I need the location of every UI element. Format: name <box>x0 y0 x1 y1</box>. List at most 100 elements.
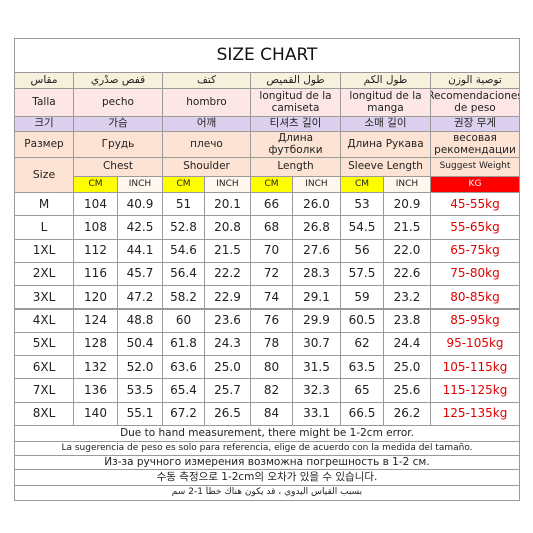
measure-cell: 65 <box>340 378 384 403</box>
measure-cell: 25.6 <box>383 378 431 403</box>
group-header: Sleeve Length <box>340 157 431 177</box>
measure-cell: 57.5 <box>340 261 384 287</box>
translation-cell: весовая рекомендации <box>430 131 520 158</box>
translation-cell: longitud de la camiseta <box>250 88 341 117</box>
unit-header: INCH <box>383 176 431 193</box>
unit-header: CM <box>73 176 118 193</box>
size-cell: 4XL <box>14 308 74 333</box>
measure-cell: 61.8 <box>162 331 205 357</box>
measure-cell: 28.3 <box>292 261 341 287</box>
translation-cell: مقاس <box>14 72 74 89</box>
measure-cell: 29.9 <box>292 308 341 333</box>
measure-cell: 65.4 <box>162 378 205 403</box>
measure-cell: 33.1 <box>292 401 341 426</box>
measure-cell: 20.1 <box>204 192 251 217</box>
measure-cell: 136 <box>73 378 118 403</box>
translation-cell: 권장 무게 <box>430 116 520 132</box>
translation-cell: توصية الوزن <box>430 72 520 89</box>
translation-cell: Размер <box>14 131 74 158</box>
translation-cell: طول الكم <box>340 72 431 89</box>
note: Due to hand measurement, there might be … <box>14 425 520 442</box>
unit-header: INCH <box>117 176 163 193</box>
translation-cell: Грудь <box>73 131 163 158</box>
measure-cell: 42.5 <box>117 215 163 240</box>
translation-cell: Длина футболки <box>250 131 341 158</box>
measure-cell: 53 <box>340 192 384 217</box>
measure-cell: 63.6 <box>162 355 205 380</box>
measure-cell: 116 <box>73 261 118 287</box>
group-header: Chest <box>73 157 163 177</box>
size-cell: 3XL <box>14 285 74 310</box>
translation-cell: pecho <box>73 88 163 117</box>
weight-cell: 95-105kg <box>430 331 520 357</box>
measure-cell: 25.7 <box>204 378 251 403</box>
measure-cell: 52.8 <box>162 215 205 240</box>
weight-cell: 45-55kg <box>430 192 520 217</box>
translation-cell: Talla <box>14 88 74 117</box>
measure-cell: 67.2 <box>162 401 205 426</box>
measure-cell: 56.4 <box>162 261 205 287</box>
measure-cell: 68 <box>250 215 293 240</box>
measure-cell: 78 <box>250 331 293 357</box>
measure-cell: 27.6 <box>292 238 341 263</box>
weight-cell: 85-95kg <box>430 308 520 333</box>
chart-title: SIZE CHART <box>14 38 520 73</box>
measure-cell: 26.8 <box>292 215 341 240</box>
measure-cell: 26.0 <box>292 192 341 217</box>
measure-cell: 21.5 <box>204 238 251 263</box>
measure-cell: 44.1 <box>117 238 163 263</box>
translation-cell: 티셔츠 길이 <box>250 116 341 132</box>
translation-cell: 가슴 <box>73 116 163 132</box>
measure-cell: 60 <box>162 308 205 333</box>
unit-header: CM <box>162 176 205 193</box>
measure-cell: 76 <box>250 308 293 333</box>
translation-cell: 어깨 <box>162 116 251 132</box>
size-cell: 6XL <box>14 355 74 380</box>
measure-cell: 25.0 <box>383 355 431 380</box>
measure-cell: 22.6 <box>383 261 431 287</box>
measure-cell: 21.5 <box>383 215 431 240</box>
measure-cell: 31.5 <box>292 355 341 380</box>
weight-cell: 55-65kg <box>430 215 520 240</box>
size-cell: 8XL <box>14 401 74 426</box>
measure-cell: 60.5 <box>340 308 384 333</box>
measure-cell: 45.7 <box>117 261 163 287</box>
measure-cell: 22.0 <box>383 238 431 263</box>
note: La sugerencia de peso es solo para refer… <box>14 441 520 456</box>
translation-cell: 크기 <box>14 116 74 132</box>
size-cell: 5XL <box>14 331 74 357</box>
size-cell: M <box>14 192 74 217</box>
measure-cell: 74 <box>250 285 293 310</box>
unit-header: CM <box>340 176 384 193</box>
size-header: Size <box>14 157 74 193</box>
measure-cell: 66 <box>250 192 293 217</box>
measure-cell: 51 <box>162 192 205 217</box>
translation-cell: Длина Рукава <box>340 131 431 158</box>
measure-cell: 120 <box>73 285 118 310</box>
unit-header: CM <box>250 176 293 193</box>
measure-cell: 128 <box>73 331 118 357</box>
weight-cell: 80-85kg <box>430 285 520 310</box>
measure-cell: 24.4 <box>383 331 431 357</box>
group-header: Shoulder <box>162 157 251 177</box>
unit-header: KG <box>430 176 520 193</box>
measure-cell: 132 <box>73 355 118 380</box>
measure-cell: 82 <box>250 378 293 403</box>
translation-cell: плечо <box>162 131 251 158</box>
measure-cell: 25.0 <box>204 355 251 380</box>
note: 수동 측정으로 1-2cm의 오차가 있을 수 있습니다. <box>14 469 520 486</box>
measure-cell: 20.9 <box>383 192 431 217</box>
measure-cell: 23.2 <box>383 285 431 310</box>
measure-cell: 50.4 <box>117 331 163 357</box>
translation-cell: طول القميص <box>250 72 341 89</box>
note: Из-за ручного измерения возможна погрешн… <box>14 455 520 470</box>
measure-cell: 72 <box>250 261 293 287</box>
size-cell: 2XL <box>14 261 74 287</box>
translation-cell: كتف <box>162 72 251 89</box>
translation-cell: قفص صدْري <box>73 72 163 89</box>
measure-cell: 23.8 <box>383 308 431 333</box>
translation-cell: longitud de la manga <box>340 88 431 117</box>
measure-cell: 47.2 <box>117 285 163 310</box>
measure-cell: 54.5 <box>340 215 384 240</box>
measure-cell: 56 <box>340 238 384 263</box>
